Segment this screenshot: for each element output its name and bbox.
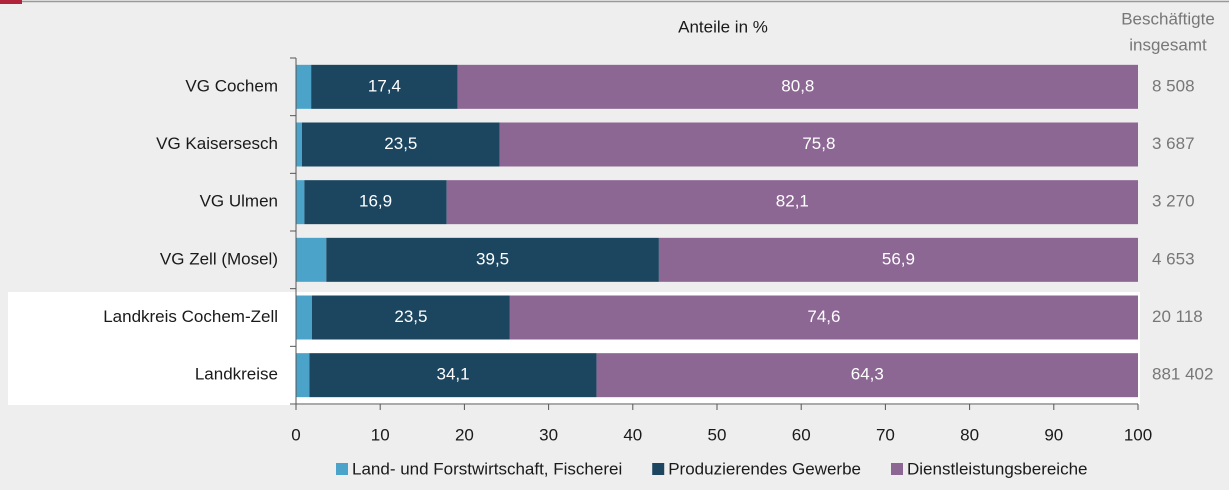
bar-segment: [296, 237, 327, 282]
total-label: 881 402: [1152, 365, 1213, 384]
bar-segment: [326, 237, 659, 282]
y-tick-label: Landkreis Cochem-Zell: [103, 307, 278, 326]
data-label: 39,5: [476, 249, 509, 268]
bar-segment: [311, 64, 458, 109]
x-tick-label: 80: [960, 425, 979, 444]
data-label: 82,1: [776, 192, 809, 211]
x-tick-label: 30: [539, 425, 558, 444]
bar-segment: [509, 295, 1138, 340]
x-tick-label: 100: [1124, 425, 1152, 444]
bar-segment: [309, 353, 597, 398]
x-tick-label: 60: [792, 425, 811, 444]
x-tick-label: 90: [1044, 425, 1063, 444]
x-tick-label: 10: [371, 425, 390, 444]
bar-segment: [296, 64, 312, 109]
bar-segment: [446, 180, 1138, 225]
bar-segment: [499, 122, 1138, 167]
x-tick-label: 0: [291, 425, 300, 444]
bar-segment: [296, 122, 302, 167]
bar-segment: [296, 295, 312, 340]
data-label: 80,8: [781, 76, 814, 95]
x-tick-label: 50: [708, 425, 727, 444]
total-label: 8 508: [1152, 76, 1195, 95]
data-label: 23,5: [384, 134, 417, 153]
legend-label: Dienstleistungsbereiche: [907, 459, 1088, 478]
legend-label: Produzierendes Gewerbe: [668, 459, 861, 478]
legend-swatch: [891, 463, 903, 475]
bar-segment: [296, 180, 305, 225]
corner-tab: [0, 0, 22, 4]
y-tick-label: VG Ulmen: [200, 192, 278, 211]
y-tick-label: Landkreise: [195, 365, 278, 384]
data-label: 56,9: [882, 249, 915, 268]
bar-segment: [596, 353, 1138, 398]
y-tick-label: VG Zell (Mosel): [160, 249, 278, 268]
legend-label: Land- und Forstwirtschaft, Fischerei: [352, 459, 622, 478]
x-tick-label: 40: [623, 425, 642, 444]
total-label: 3 270: [1152, 192, 1195, 211]
data-label: 23,5: [394, 307, 427, 326]
totals-title: insgesamt: [1129, 35, 1207, 54]
total-label: 4 653: [1152, 249, 1195, 268]
bar-segment: [457, 64, 1138, 109]
y-tick-label: VG Kaisersesch: [156, 134, 278, 153]
bar-segment: [311, 295, 510, 340]
data-label: 17,4: [368, 76, 401, 95]
x-tick-label: 20: [455, 425, 474, 444]
total-label: 20 118: [1152, 307, 1203, 326]
bar-segment: [304, 180, 447, 225]
total-label: 3 687: [1152, 134, 1195, 153]
data-label: 64,3: [851, 365, 884, 384]
bar-segment: [296, 353, 310, 398]
legend-swatch: [652, 463, 665, 475]
y-tick-label: VG Cochem: [185, 76, 278, 95]
bar-segment: [658, 237, 1138, 282]
data-label: 16,9: [359, 192, 392, 211]
bar-segment: [301, 122, 500, 167]
legend-swatch: [336, 463, 348, 475]
data-label: 74,6: [807, 307, 840, 326]
x-tick-label: 70: [876, 425, 895, 444]
data-label: 75,8: [802, 134, 835, 153]
totals-title: Beschäftigte: [1121, 9, 1215, 28]
chart-title: Anteile in %: [678, 17, 768, 36]
data-label: 34,1: [436, 365, 469, 384]
